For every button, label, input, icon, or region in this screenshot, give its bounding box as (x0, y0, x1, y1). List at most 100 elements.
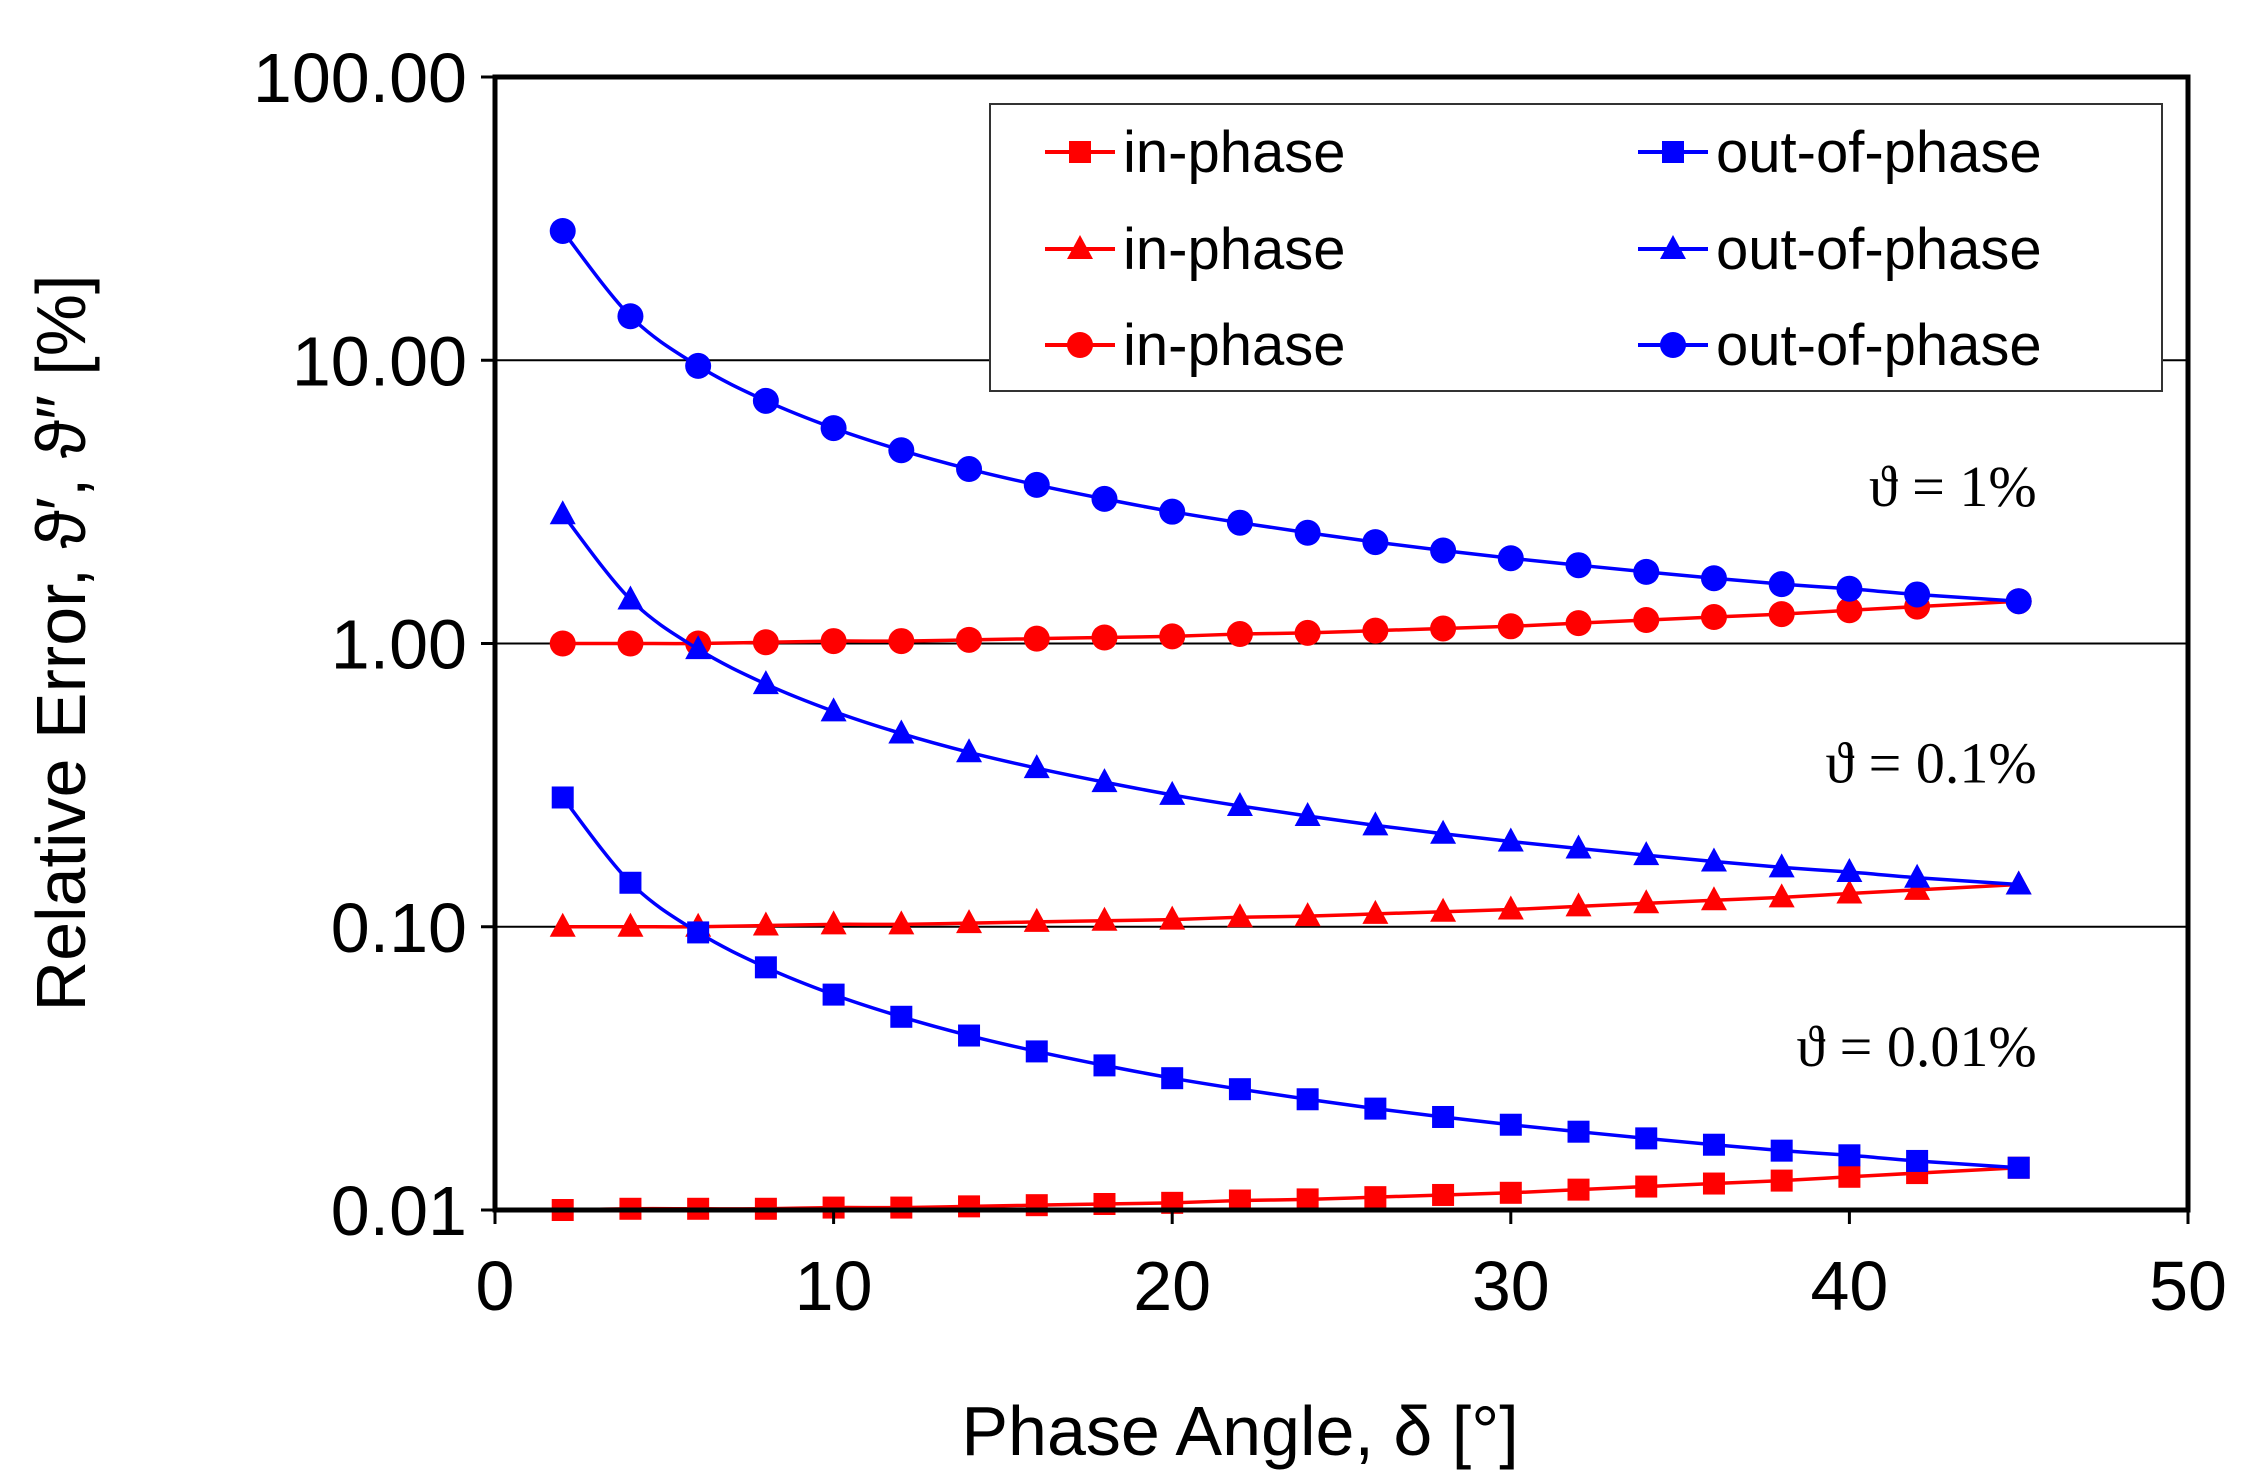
data-point (1362, 529, 1389, 556)
data-point (1023, 754, 1050, 779)
data-point (1497, 613, 1524, 640)
data-point (1836, 575, 1863, 602)
data-point (1635, 1175, 1658, 1198)
series-in-phase-circle (549, 588, 2032, 657)
data-point (1904, 875, 1931, 900)
y-tick-label: 100.00 (253, 39, 467, 117)
data-point (1294, 902, 1321, 927)
data-point (549, 912, 576, 937)
data-point (1226, 791, 1253, 816)
data-point (1904, 863, 1931, 888)
theta-annotation: ϑ = 1% (1869, 454, 2037, 519)
legend-item-in-phase-square: in-phase (1045, 120, 1345, 185)
data-point (549, 500, 576, 525)
data-point (1768, 853, 1795, 878)
series-group (549, 217, 2032, 1221)
data-point (820, 910, 847, 935)
data-point (1430, 897, 1457, 922)
data-point (1499, 1181, 1522, 1204)
y-tick-label: 0.10 (331, 889, 467, 967)
data-point (1364, 1186, 1387, 1209)
data-point (1091, 906, 1118, 931)
data-point (1700, 604, 1727, 631)
data-point (1567, 1120, 1590, 1143)
data-point (1294, 619, 1321, 646)
data-point (1432, 1183, 1455, 1206)
data-point (1228, 1189, 1251, 1212)
data-point (1430, 537, 1457, 564)
data-point (619, 871, 642, 894)
x-axis-title: Phase Angle, δ [°] (961, 1392, 1518, 1470)
data-point (822, 983, 845, 1006)
data-point (1497, 895, 1524, 920)
data-point (1904, 581, 1931, 608)
y-tick-label: 10.00 (292, 322, 467, 400)
annotations: ϑ = 1% ϑ = 0.1% ϑ = 0.01% (1796, 454, 2036, 1079)
data-point (1768, 601, 1795, 628)
y-tick-label: 1.00 (331, 606, 467, 684)
data-point (752, 629, 779, 656)
legend-label: out-of-phase (1716, 313, 2042, 378)
data-point (752, 670, 779, 695)
data-point (1362, 899, 1389, 924)
data-point (888, 910, 915, 935)
data-point (1768, 883, 1795, 908)
series-out-of-phase-triangle (549, 500, 2032, 895)
data-point (1633, 607, 1660, 634)
data-point (958, 1195, 981, 1218)
data-point (1432, 1105, 1455, 1128)
data-point (1497, 545, 1524, 572)
legend-box (989, 103, 2163, 392)
series-line (562, 599, 2019, 646)
data-point (1023, 907, 1050, 932)
data-point (1228, 1078, 1251, 1101)
data-point (1430, 615, 1457, 642)
data-point (1226, 903, 1253, 928)
data-point (2007, 1156, 2030, 1179)
series-line (561, 796, 2019, 1170)
legend-item-out-of-phase-triangle: out-of-phase (1638, 217, 2042, 282)
data-point (1296, 1088, 1319, 1111)
series-in-phase-triangle (549, 870, 2032, 937)
x-tick-label: 50 (2149, 1247, 2227, 1325)
data-point (1635, 1127, 1658, 1150)
x-tick-label: 20 (1133, 1247, 1211, 1325)
data-point (820, 697, 847, 722)
data-point (1567, 1178, 1590, 1201)
data-point (549, 217, 576, 244)
data-point (1294, 802, 1321, 827)
data-point (1362, 811, 1389, 836)
data-point (1025, 1194, 1048, 1217)
series-line (562, 882, 2019, 929)
data-point (687, 921, 710, 944)
data-point (1565, 610, 1592, 637)
data-point (1700, 886, 1727, 911)
legend-item-out-of-phase-circle: out-of-phase (1638, 313, 2042, 378)
data-point (1838, 1144, 1861, 1167)
theta-annotation: ϑ = 0.01% (1796, 1014, 2036, 1079)
data-point (754, 956, 777, 979)
data-point (890, 1005, 913, 1028)
data-point (1159, 623, 1186, 650)
data-point (1023, 471, 1050, 498)
legend-label: out-of-phase (1716, 217, 2042, 282)
data-point (1499, 1113, 1522, 1136)
data-point (2005, 588, 2032, 615)
data-point (1770, 1139, 1793, 1162)
legend-marker (1067, 332, 1093, 358)
data-point (1161, 1067, 1184, 1090)
x-tick-label: 10 (795, 1247, 873, 1325)
data-point (1226, 621, 1253, 648)
data-point (1226, 509, 1253, 536)
legend-marker (1660, 332, 1686, 358)
data-point (685, 635, 712, 660)
data-point (888, 437, 915, 464)
x-tick-label: 30 (1472, 1247, 1550, 1325)
data-point (617, 585, 644, 610)
legend-item-in-phase-circle: in-phase (1045, 313, 1345, 378)
data-point (1770, 1169, 1793, 1192)
legend-marker (1662, 141, 1684, 163)
legend-marker (1069, 141, 1091, 163)
legend-label: in-phase (1123, 313, 1345, 378)
data-point (1159, 780, 1186, 805)
